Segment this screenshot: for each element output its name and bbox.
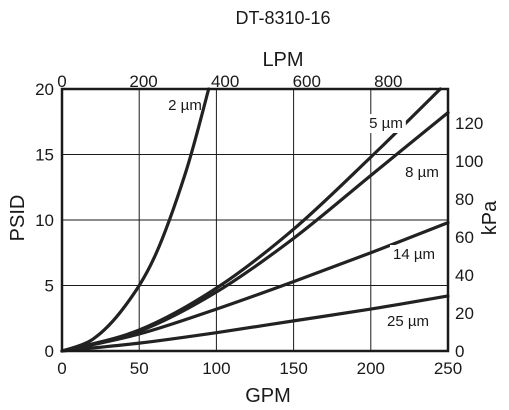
x2-tick-label: 800 bbox=[374, 72, 402, 91]
y-tick-label: 10 bbox=[35, 211, 54, 230]
series-line bbox=[60, 87, 211, 353]
series-labels: 2 µm 5 µm 8 µm 14 µm 25 µm bbox=[168, 97, 442, 331]
series-line bbox=[60, 110, 450, 353]
series-label-group: 14 µm bbox=[390, 245, 438, 264]
series-label-background bbox=[390, 245, 438, 264]
series-label-group: 8 µm bbox=[402, 163, 442, 182]
y2-tick-label: 80 bbox=[455, 190, 474, 209]
y-tick-label: 15 bbox=[35, 146, 54, 165]
x2-tick-label: 400 bbox=[211, 72, 239, 91]
series-lines bbox=[60, 87, 450, 353]
series-label: 25 µm bbox=[387, 313, 429, 330]
x2-tick-label: 200 bbox=[129, 72, 157, 91]
y-tick-label: 0 bbox=[45, 342, 54, 361]
y-tick-label: 20 bbox=[35, 80, 54, 99]
x-tick-label: 0 bbox=[57, 359, 66, 378]
series-label-background bbox=[384, 312, 432, 331]
x2-tick-label: 600 bbox=[293, 72, 321, 91]
x-tick-label: 150 bbox=[279, 359, 307, 378]
series-line bbox=[60, 294, 450, 353]
series-label: 5 µm bbox=[369, 115, 403, 132]
y2-tick-label: 120 bbox=[455, 114, 483, 133]
y2-tick-label: 100 bbox=[455, 152, 483, 171]
x-tick-label: 200 bbox=[357, 359, 385, 378]
y2-tick-label: 60 bbox=[455, 228, 474, 247]
bottom-axis-title: GPM bbox=[245, 385, 291, 407]
y2-tick-label: 0 bbox=[455, 342, 464, 361]
x-tick-label: 100 bbox=[202, 359, 230, 378]
series-label: 8 µm bbox=[405, 164, 439, 181]
x-tick-label: 250 bbox=[434, 359, 462, 378]
series-label: 2 µm bbox=[168, 97, 202, 114]
y-tick-label: 5 bbox=[45, 277, 54, 296]
y2-tick-label: 40 bbox=[455, 266, 474, 285]
chart-title: DT-8310-16 bbox=[235, 8, 330, 28]
x2-tick-label: 0 bbox=[57, 72, 66, 91]
right-axis-title: kPa bbox=[479, 200, 501, 235]
series-label-background bbox=[402, 163, 442, 182]
x-tick-label: 50 bbox=[130, 359, 149, 378]
series-label: 14 µm bbox=[393, 246, 435, 263]
series-line bbox=[60, 221, 450, 353]
top-axis-title: LPM bbox=[262, 49, 303, 71]
left-axis-title: PSID bbox=[7, 195, 29, 242]
series-label-group: 2 µm bbox=[168, 97, 202, 114]
y2-tick-label: 20 bbox=[455, 304, 474, 323]
series-label-group: 25 µm bbox=[384, 312, 432, 331]
series-label-background bbox=[366, 114, 406, 133]
series-label-group: 5 µm bbox=[366, 114, 406, 133]
plot-frame bbox=[60, 87, 450, 353]
